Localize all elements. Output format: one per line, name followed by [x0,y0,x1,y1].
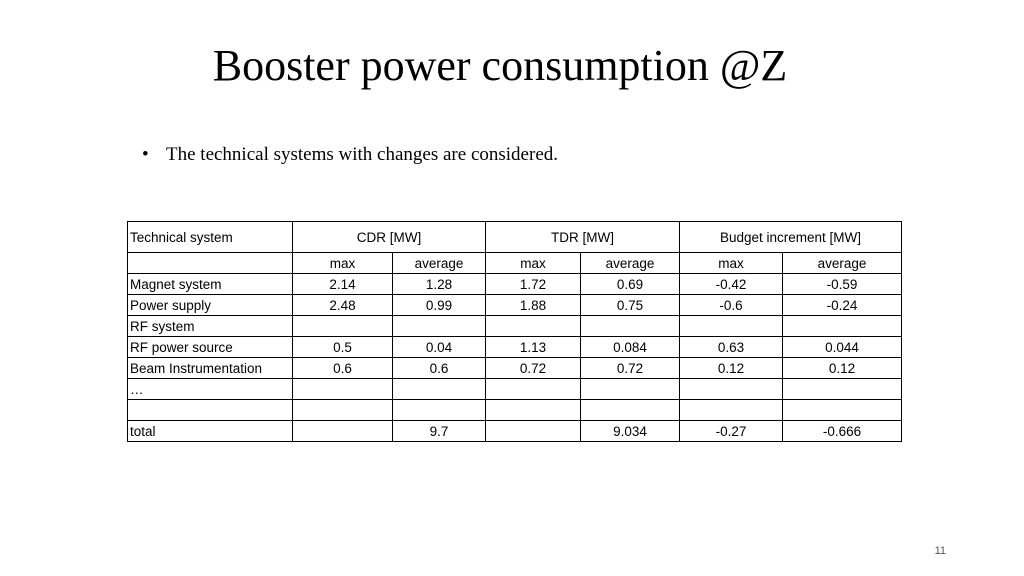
value-cell [485,399,581,421]
value-cell: 0.72 [485,357,581,379]
slide-title: Booster power consumption @Z [212,41,788,90]
value-cell [580,378,680,400]
value-cell: -0.42 [679,273,783,295]
value-cell: -0.59 [782,273,902,295]
value-cell [580,399,680,421]
value-cell [485,420,581,442]
subheader-cell [127,252,293,274]
value-cell [782,315,902,337]
table-row: Beam Instrumentation 0.6 0.6 0.72 0.72 0.12 0.… [127,357,902,379]
header-cdr: CDR [MW] [292,221,486,253]
value-cell: 0.5 [292,336,393,358]
value-cell [392,315,486,337]
value-cell: -0.666 [782,420,902,442]
table-row: RF power source 0.5 0.04 1.13 0.084 0.63 0.044 [127,336,902,358]
value-cell: 1.88 [485,294,581,316]
row-label-cell: Beam Instrumentation [127,357,293,379]
subheader-cell: average [782,252,902,274]
row-label-cell: RF power source [127,336,293,358]
subheader-cell: average [392,252,486,274]
value-cell: -0.6 [679,294,783,316]
power-table: Technical system CDR [MW] TDR [MW] Budge… [127,221,902,442]
table-row: RF system [127,315,902,337]
header-technical-system: Technical system [127,221,293,253]
subheader-cell: max [485,252,581,274]
value-cell: 0.69 [580,273,680,295]
row-label-cell [127,399,293,421]
value-cell: -0.24 [782,294,902,316]
value-cell: 1.28 [392,273,486,295]
value-cell [679,315,783,337]
value-cell: 9.7 [392,420,486,442]
page-number: 11 [934,545,946,557]
value-cell: 0.6 [392,357,486,379]
bullet-item: • The technical systems with changes are … [142,143,558,167]
table-row: total 9.7 9.034 -0.27 -0.666 [127,420,902,442]
value-cell: 0.12 [679,357,783,379]
value-cell: 0.04 [392,336,486,358]
value-cell: 0.044 [782,336,902,358]
value-cell [580,315,680,337]
table-row: Magnet system 2.14 1.28 1.72 0.69 -0.42 -0.59 [127,273,902,295]
subheader-cell: average [580,252,680,274]
value-cell: 0.75 [580,294,680,316]
value-cell: 0.63 [679,336,783,358]
value-cell [292,315,393,337]
bullet-marker: • [142,144,149,165]
row-label-cell: Power supply [127,294,293,316]
table-row [127,399,902,421]
value-cell [782,399,902,421]
value-cell: 2.48 [292,294,393,316]
value-cell [485,378,581,400]
header-tdr: TDR [MW] [485,221,680,253]
row-label-cell: total [127,420,293,442]
value-cell [392,399,486,421]
header-budget-increment: Budget increment [MW] [679,221,902,253]
subheader-cell: max [679,252,783,274]
value-cell [485,315,581,337]
value-cell: 0.12 [782,357,902,379]
value-cell [679,378,783,400]
value-cell: -0.27 [679,420,783,442]
row-label-cell: … [127,378,293,400]
value-cell [292,399,393,421]
row-label-cell: Magnet system [127,273,293,295]
subheader-cell: max [292,252,393,274]
value-cell: 1.72 [485,273,581,295]
value-cell: 9.034 [580,420,680,442]
table-row: Power supply 2.48 0.99 1.88 0.75 -0.6 -0.24 [127,294,902,316]
value-cell: 0.99 [392,294,486,316]
value-cell [292,378,393,400]
value-cell [292,420,393,442]
value-cell [782,378,902,400]
value-cell: 0.084 [580,336,680,358]
value-cell: 0.72 [580,357,680,379]
table-subheader-row: max average max average max average [127,252,902,274]
value-cell [679,399,783,421]
bullet-text: The technical systems with changes are c… [166,144,558,165]
table-header-row: Technical system CDR [MW] TDR [MW] Budge… [127,221,902,253]
value-cell: 2.14 [292,273,393,295]
value-cell [392,378,486,400]
value-cell: 1.13 [485,336,581,358]
row-label-cell: RF system [127,315,293,337]
table-row: … [127,378,902,400]
value-cell: 0.6 [292,357,393,379]
